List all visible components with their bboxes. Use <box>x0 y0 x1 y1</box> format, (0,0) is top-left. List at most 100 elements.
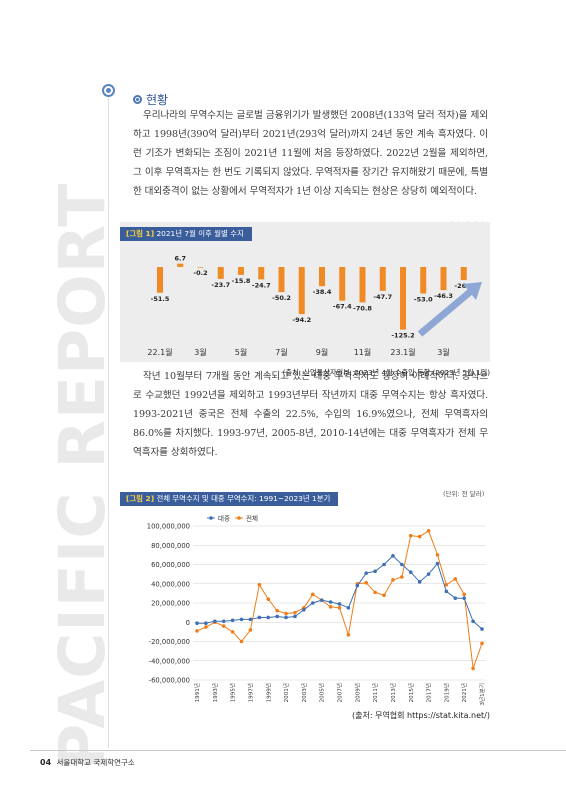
data-point <box>275 608 279 613</box>
legend-label: 전체 <box>246 514 258 523</box>
y-tick-label: 60,000,000 <box>151 561 190 569</box>
bar <box>400 267 406 330</box>
data-point <box>230 630 235 634</box>
bar <box>278 267 285 293</box>
data-point <box>204 625 208 629</box>
trend-arrow-shaft <box>417 289 473 337</box>
figure-title: [그림 1] 2021년 7월 이후 월별 수지 <box>120 227 252 241</box>
data-point <box>239 617 244 622</box>
data-point <box>266 615 271 620</box>
y-tick-label: -40,000,000 <box>149 657 190 665</box>
data-point <box>319 598 324 602</box>
data-point <box>204 621 208 626</box>
data-point <box>373 569 377 574</box>
x-tick-label: 2019년 <box>442 683 450 702</box>
x-tick-label: 2007년 <box>336 683 344 702</box>
data-point <box>480 641 484 646</box>
data-point <box>355 583 360 588</box>
monthly-balance-bar-chart: -51.5 6.7 -0.2 -23.7 -15.8-24.7-50.2 -94.2 -38… <box>120 222 490 362</box>
legend-marker <box>209 516 213 520</box>
x-tick-label: 1999년 <box>264 683 272 702</box>
data-point <box>400 575 404 579</box>
data-point <box>391 578 395 582</box>
data-point <box>275 614 279 619</box>
figure-caption: 2021년 7월 이후 월별 수지 <box>156 229 244 238</box>
data-point <box>435 553 440 557</box>
data-point <box>213 619 217 624</box>
bar-value-label: -70.8 <box>353 304 372 312</box>
x-tick-label: 1995년 <box>229 683 237 702</box>
data-point <box>373 590 377 595</box>
data-point <box>480 627 484 631</box>
x-tick-label: 2015년 <box>407 683 415 702</box>
data-point <box>400 562 404 567</box>
bar-value-label: -46.3 <box>434 292 453 300</box>
x-tick-label: 11월 <box>354 347 372 357</box>
data-point <box>310 601 315 605</box>
x-tick-label: 2009년 <box>353 683 361 702</box>
x-tick-label: 9월 <box>316 347 328 357</box>
x-tick-label: 2003년 <box>300 683 308 702</box>
bar <box>440 267 447 291</box>
bar-value-label: -94.2 <box>292 316 311 324</box>
paragraph: 작년 10월부터 7개월 동안 계속되고 있는 대중 무역적자도 굉장히 이례적… <box>133 371 488 458</box>
y-tick-label: -60,000,000 <box>149 677 190 685</box>
data-point <box>284 615 288 620</box>
x-tick-label: 5월 <box>235 347 247 357</box>
x-tick-label: 23.1월 <box>390 347 415 357</box>
rail-dot-icon <box>102 84 115 97</box>
bar <box>379 267 386 291</box>
data-point <box>453 577 458 581</box>
y-tick-label: -20,000,000 <box>149 638 190 646</box>
bar-value-label: 6.7 <box>174 255 186 263</box>
figure-caption: 전체 무역수지 및 대중 무역수지: 1991~2023년 1분기 <box>156 494 331 503</box>
x-tick-label: 2013년 <box>389 683 397 702</box>
data-point <box>435 561 440 566</box>
footer-org: 서울대학교 국제학연구소 <box>56 758 135 767</box>
bar-value-label: -26.2 <box>454 282 473 290</box>
bar <box>197 267 204 268</box>
data-point <box>302 607 306 612</box>
data-point <box>444 589 449 594</box>
legend-marker <box>237 516 241 520</box>
data-point <box>337 606 342 610</box>
margin-rail <box>108 90 109 748</box>
figure-source: (출처: 무역협회 https://stat.kita.net/) <box>351 711 490 720</box>
data-point <box>248 628 253 632</box>
data-point <box>221 624 226 628</box>
data-point <box>426 572 431 576</box>
data-point <box>239 639 244 644</box>
data-point <box>408 533 413 538</box>
data-point <box>230 618 235 623</box>
data-point <box>328 600 333 604</box>
series-line <box>196 530 483 669</box>
x-tick-label: 3월 <box>437 347 449 357</box>
figure-title: [그림 2] 전체 무역수지 및 대중 무역수지: 1991~2023년 1분기 <box>120 492 339 506</box>
bar-value-label: -51.5 <box>151 295 170 303</box>
bar <box>460 267 467 281</box>
bar <box>420 267 427 294</box>
data-point <box>221 619 226 624</box>
circle-bullet-icon <box>133 95 142 104</box>
data-point <box>310 592 315 597</box>
y-tick-label: 20,000,000 <box>151 600 190 608</box>
bar-value-label: -67.4 <box>333 303 352 311</box>
data-point <box>248 617 253 622</box>
x-tick-label: 2005년 <box>318 683 326 702</box>
data-point <box>364 571 369 575</box>
data-point <box>417 534 422 539</box>
page-number: 04 <box>40 758 52 767</box>
figure-label: [그림 2] <box>126 494 155 503</box>
y-tick-label: 100,000,000 <box>147 523 190 531</box>
data-point <box>408 570 413 574</box>
section-title: 현황 <box>146 93 169 107</box>
y-tick-label: 0 <box>186 619 190 627</box>
figure-unit: (단위: 천 달러) <box>443 490 485 498</box>
data-point <box>328 605 333 609</box>
data-point <box>382 562 386 567</box>
data-point <box>382 593 386 598</box>
data-point <box>195 629 199 633</box>
bar-value-label: -0.2 <box>193 269 207 277</box>
legend-label: 대중 <box>218 515 230 523</box>
page-footer: 04 서울대학교 국제학연구소 <box>40 757 135 768</box>
